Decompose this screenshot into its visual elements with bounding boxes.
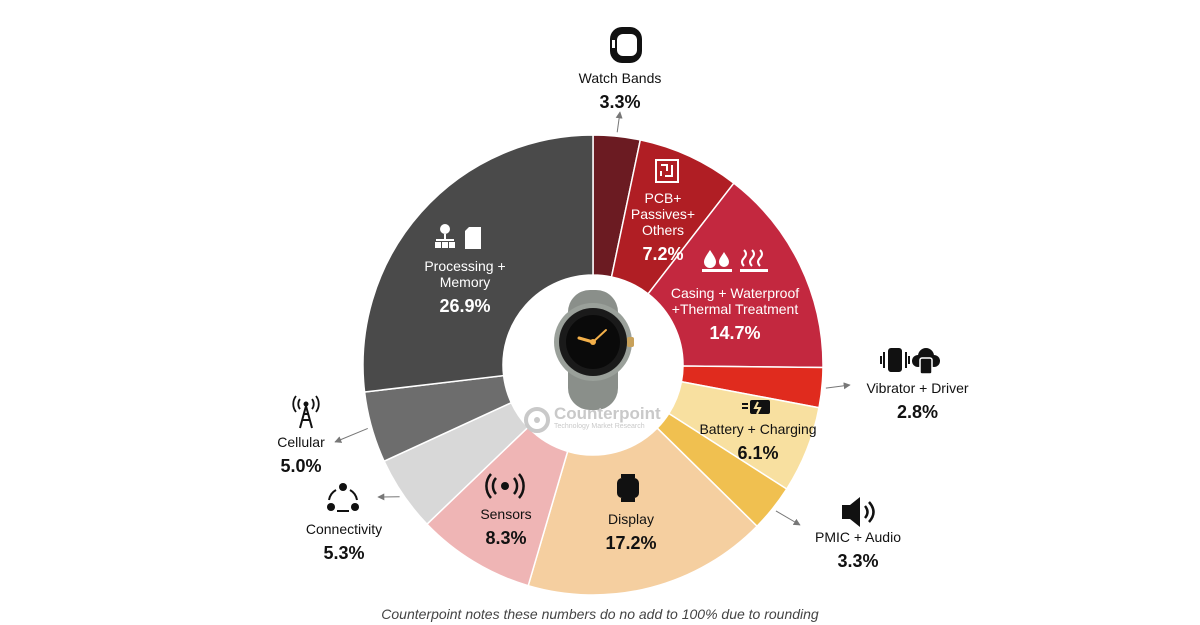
sensor-icon	[485, 473, 525, 499]
smartwatch-image	[554, 290, 634, 410]
counterpoint-logo-icon	[524, 407, 550, 433]
speaker-icon	[842, 497, 875, 527]
footnote: Counterpoint notes these numbers do no a…	[381, 606, 819, 622]
slice-value: 3.3%	[837, 551, 879, 572]
slice-label: Watch Bands	[578, 70, 662, 86]
leader-line	[334, 427, 368, 443]
connectivity-icon	[327, 483, 359, 512]
slice-value: 26.9%	[439, 296, 491, 317]
watermark-name: Counterpoint	[554, 404, 661, 423]
label-connectivity: Connectivity 5.3%	[290, 521, 398, 564]
slice-label: Sensors	[480, 506, 532, 522]
slice-label: Cellular	[277, 434, 325, 450]
processor-memory-icon	[435, 224, 481, 249]
leader-lines	[334, 111, 851, 526]
slice-value: 6.1%	[737, 443, 779, 464]
leader-line	[615, 111, 623, 133]
slice-value: 8.3%	[485, 528, 527, 549]
slice-value: 14.7%	[709, 323, 761, 344]
leader-line	[775, 510, 801, 526]
label-watch-bands: Watch Bands 3.3%	[560, 70, 680, 113]
label-pcb: PCB+ Passives+ Others 7.2%	[620, 190, 706, 265]
slice-value: 17.2%	[605, 533, 657, 554]
label-cellular: Cellular 5.0%	[260, 434, 342, 477]
label-pmic: PMIC + Audio 3.3%	[800, 529, 916, 572]
watermark-subtitle: Technology Market Research	[554, 423, 645, 430]
label-processing: Processing + Memory 26.9%	[410, 258, 520, 317]
battery-charging-icon	[742, 400, 770, 415]
slice-value: 5.3%	[323, 543, 365, 564]
slice-value: 2.8%	[896, 402, 939, 423]
slice-label: Battery + Charging	[699, 421, 817, 437]
waterproof-thermal-icon	[702, 249, 768, 272]
slice-label: Vibrator + Driver	[866, 380, 969, 396]
slice-label: PCB+ Passives+ Others	[630, 190, 696, 239]
watch-band-icon	[610, 27, 642, 63]
label-display: Display 17.2%	[580, 511, 682, 554]
slice-label: Connectivity	[305, 521, 383, 537]
smartwatch-display-icon	[617, 474, 639, 502]
label-sensors: Sensors 8.3%	[464, 506, 548, 549]
leader-line	[825, 382, 851, 390]
slice-label: Casing + Waterproof +Thermal Treatment	[670, 285, 800, 318]
label-battery: Battery + Charging 6.1%	[690, 421, 826, 464]
slice-value: 7.2%	[642, 244, 684, 265]
cell-tower-icon	[292, 395, 320, 429]
slice-label: PMIC + Audio	[815, 529, 901, 545]
vibration-icon	[880, 348, 940, 375]
slice-value: 3.3%	[599, 92, 641, 113]
counterpoint-watermark: Counterpoint Technology Market Research	[520, 404, 670, 436]
label-casing: Casing + Waterproof +Thermal Treatment 1…	[660, 285, 810, 344]
slice-label: Display	[608, 511, 654, 527]
slice-label: Processing + Memory	[424, 258, 506, 291]
circuit-board-icon	[655, 159, 679, 183]
slice-value: 5.0%	[280, 456, 322, 477]
label-vibrator: Vibrator + Driver 2.8%	[850, 380, 985, 423]
